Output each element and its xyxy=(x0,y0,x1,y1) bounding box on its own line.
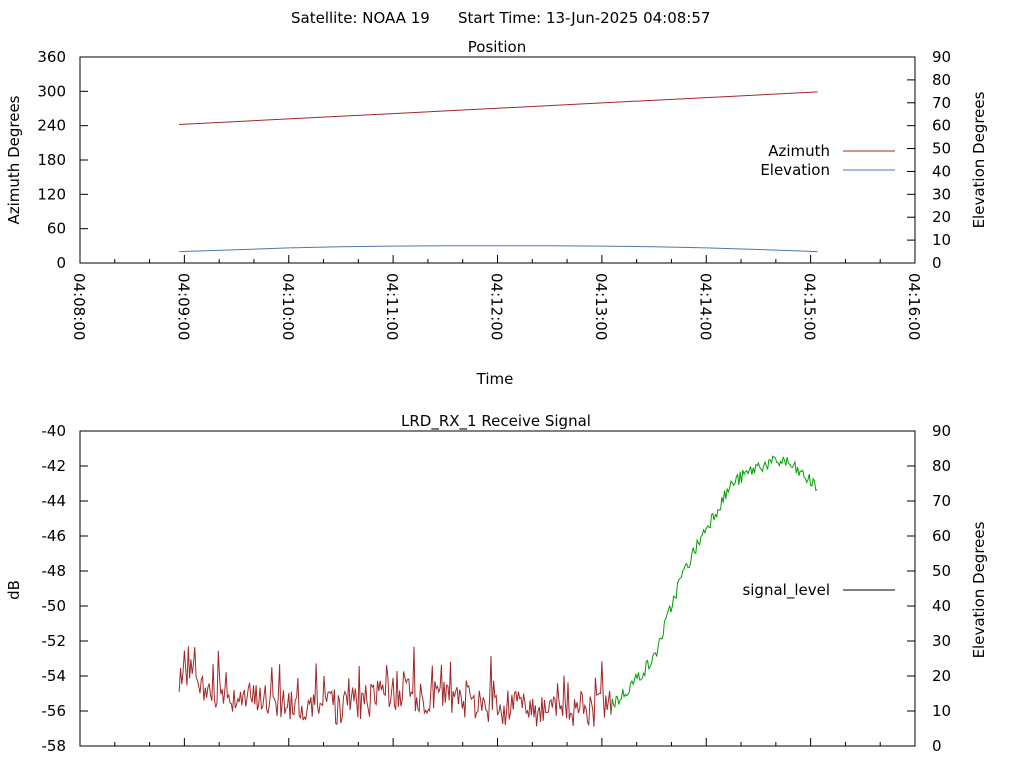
y-right-tick-label: 10 xyxy=(932,231,951,249)
y-right-tick-label: 0 xyxy=(932,254,942,272)
y-right-tick-label: 40 xyxy=(932,162,951,180)
signal-chart: LRD_RX_1 Receive Signal -58-56-54-52-50-… xyxy=(5,412,988,755)
y-left-tick-label: 0 xyxy=(56,254,66,272)
y-right-tick-label: 40 xyxy=(932,597,951,615)
x-tick-label: 04:12:00 xyxy=(488,273,506,340)
y-right-tick-label: 80 xyxy=(932,71,951,89)
signal-y-left-label: dB xyxy=(5,580,23,600)
x-tick-label: 04:11:00 xyxy=(383,273,401,340)
legend-signal-label: signal_level xyxy=(742,581,830,600)
y-left-tick-label: -48 xyxy=(42,562,67,580)
y-right-tick-label: 70 xyxy=(932,94,951,112)
position-chart-title: Position xyxy=(468,38,526,56)
y-right-tick-label: 50 xyxy=(932,140,951,158)
position-chart: Position 0 60 120 180 240 300 360 0 10 20 30 40 50 6… xyxy=(5,38,988,388)
y-left-tick-label: 360 xyxy=(37,48,66,66)
y-right-tick-label: 80 xyxy=(932,457,951,475)
y-left-tick-label: -42 xyxy=(42,457,67,475)
x-tick-label: 04:13:00 xyxy=(592,273,610,340)
y-right-tick-label: 60 xyxy=(932,117,951,135)
legend-azimuth-label: Azimuth xyxy=(768,142,830,160)
y-right-tick-label: 30 xyxy=(932,632,951,650)
y-right-tick-label: 90 xyxy=(932,48,951,66)
position-right-ticks: 0 10 20 30 40 50 60 70 80 90 xyxy=(907,48,951,272)
y-right-tick-label: 30 xyxy=(932,185,951,203)
position-x-ticks: 04:08:00 04:09:00 04:10:00 04:11:00 04:12:00… xyxy=(70,255,923,340)
elevation-series-line xyxy=(179,245,818,253)
y-left-tick-label: -44 xyxy=(42,492,67,510)
y-right-tick-label: 10 xyxy=(932,702,951,720)
position-y-left-label: Azimuth Degrees xyxy=(5,95,23,224)
position-legend: Azimuth Elevation xyxy=(760,142,895,179)
position-plot-frame xyxy=(79,56,916,264)
y-left-tick-label: -46 xyxy=(42,527,67,545)
x-tick-label: 04:09:00 xyxy=(174,273,192,340)
signal-level-line-in-pass xyxy=(610,455,818,715)
signal-left-ticks: -58 -56 -54 -52 -50 -48 -46 -44 -42 -40 xyxy=(42,422,88,755)
position-left-ticks: 0 60 120 180 240 300 360 xyxy=(37,48,88,272)
signal-level-line-pre-pass xyxy=(178,646,612,727)
azimuth-series-line xyxy=(179,91,818,125)
x-tick-label: 04:08:00 xyxy=(70,273,88,340)
y-right-tick-label: 50 xyxy=(932,562,951,580)
signal-right-ticks: 0 10 20 30 40 50 60 70 80 90 xyxy=(907,422,951,755)
position-x-label: Time xyxy=(476,370,514,388)
y-right-tick-label: 20 xyxy=(932,667,951,685)
y-left-tick-label: -52 xyxy=(42,632,67,650)
y-right-tick-label: 20 xyxy=(932,208,951,226)
y-left-tick-label: 300 xyxy=(37,82,66,100)
signal-legend: signal_level xyxy=(742,581,895,600)
x-tick-label: 04:16:00 xyxy=(905,273,923,340)
start-time-label: Start Time: 13-Jun-2025 04:08:57 xyxy=(458,9,710,27)
y-right-tick-label: 0 xyxy=(932,737,942,755)
signal-x-ticks xyxy=(79,738,916,746)
x-tick-label: 04:14:00 xyxy=(696,273,714,340)
y-left-tick-label: 60 xyxy=(47,220,66,238)
signal-chart-title: LRD_RX_1 Receive Signal xyxy=(401,412,591,431)
signal-y-right-label: Elevation Degrees xyxy=(970,521,988,658)
x-tick-label: 04:10:00 xyxy=(279,273,297,340)
legend-elevation-label: Elevation xyxy=(760,161,830,179)
y-left-tick-label: -58 xyxy=(42,737,67,755)
y-left-tick-label: -40 xyxy=(42,422,67,440)
x-tick-label: 04:15:00 xyxy=(801,273,819,340)
position-y-right-label: Elevation Degrees xyxy=(970,91,988,228)
y-left-tick-label: -50 xyxy=(42,597,67,615)
y-right-tick-label: 70 xyxy=(932,492,951,510)
y-left-tick-label: -54 xyxy=(42,667,67,685)
satellite-label: Satellite: NOAA 19 xyxy=(291,9,430,27)
y-right-tick-label: 60 xyxy=(932,527,951,545)
y-left-tick-label: 240 xyxy=(37,117,66,135)
y-left-tick-label: 120 xyxy=(37,185,66,203)
y-right-tick-label: 90 xyxy=(932,422,951,440)
y-left-tick-label: -56 xyxy=(42,702,67,720)
y-left-tick-label: 180 xyxy=(37,151,66,169)
